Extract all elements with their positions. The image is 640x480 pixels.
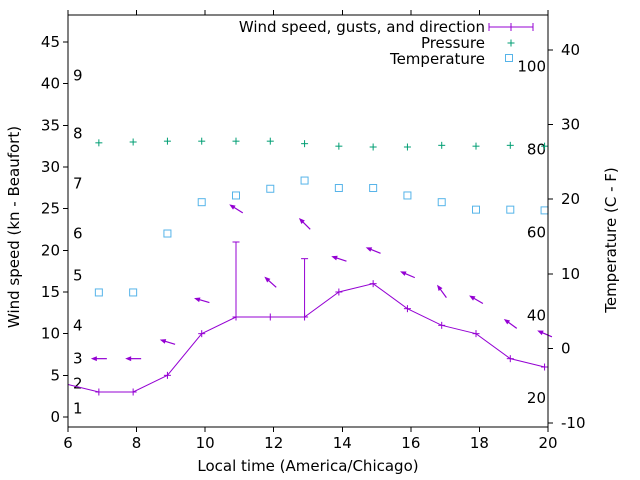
legend: Wind speed, gusts, and direction Pressur…	[239, 19, 485, 67]
beaufort-scale-label: 6	[73, 225, 83, 243]
temperature-point	[300, 176, 309, 185]
y-right-tick-label: 40	[561, 41, 580, 59]
direction-arrow-head	[469, 295, 476, 301]
y-left-tick-label: 25	[41, 200, 60, 218]
fahrenheit-scale-label: 40	[527, 306, 546, 324]
x-axis-label: Local time (America/Chicago)	[197, 457, 419, 475]
direction-arrow-head	[437, 284, 443, 291]
direction-arrow-head	[264, 276, 271, 283]
temperature-point	[403, 191, 412, 200]
direction-arrow-head	[159, 339, 167, 344]
beaufort-scale-label: 5	[73, 266, 83, 284]
x-tick-label: 6	[63, 434, 73, 452]
beaufort-scale-label: 4	[73, 316, 83, 334]
y-right-tick-label: -10	[561, 414, 586, 432]
y-left-tick-label: 35	[41, 116, 60, 134]
direction-arrow-head	[537, 330, 544, 336]
legend-label-pressure: Pressure	[420, 34, 485, 52]
temperature-point	[506, 205, 515, 214]
beaufort-scale-label: 1	[73, 400, 83, 418]
temperature-point	[197, 198, 206, 207]
beaufort-scale-label: 7	[73, 175, 83, 193]
y-left-tick-label: 40	[41, 75, 60, 93]
beaufort-scale-label: 3	[73, 350, 83, 368]
direction-arrow-head	[298, 218, 305, 224]
direction-arrow-head	[503, 318, 511, 325]
y-right-tick-label: 30	[561, 116, 580, 134]
temperature-point	[163, 229, 172, 238]
x-tick-label: 8	[132, 434, 142, 452]
temperature-point	[472, 205, 480, 214]
y-right-tick-label: 0	[561, 339, 571, 357]
x-tick-label: 20	[538, 434, 557, 452]
plot-border	[67, 14, 549, 428]
x-tick-label: 12	[264, 434, 283, 452]
fahrenheit-scale-label: 80	[527, 140, 546, 158]
legend-temperature-marker	[505, 54, 513, 62]
temperature-point	[437, 198, 446, 207]
y-left-tick-label: 20	[41, 241, 60, 259]
direction-arrow-head	[125, 356, 132, 362]
fahrenheit-scale-label: 20	[527, 389, 546, 407]
fahrenheit-scale-label: 60	[527, 223, 546, 241]
temperature-point	[232, 191, 240, 200]
y-left-tick-label: 0	[50, 408, 60, 426]
direction-arrow-head	[90, 356, 97, 362]
y-left-tick-label: 5	[50, 366, 60, 384]
y-right-tick-label: 20	[561, 190, 580, 208]
y-axis-label-wind: Wind speed (kn - Beaufort)	[5, 125, 23, 329]
legend-label-temperature: Temperature	[389, 50, 485, 68]
temperature-point	[266, 184, 275, 193]
direction-arrow-shaft	[301, 220, 311, 230]
direction-arrow-head	[400, 271, 407, 276]
direction-arrow-shaft	[506, 320, 518, 329]
direction-arrow-head	[194, 297, 201, 303]
y-left-tick-label: 45	[41, 33, 60, 51]
y-left-tick-label: 30	[41, 158, 60, 176]
temperature-point	[540, 206, 549, 215]
direction-arrow-head	[331, 255, 338, 261]
y-left-tick-label: 10	[41, 325, 60, 343]
direction-arrow-shaft	[438, 287, 447, 298]
beaufort-scale-label: 2	[73, 375, 83, 393]
x-tick-label: 18	[470, 434, 489, 452]
temperature-point	[334, 184, 343, 193]
legend-label-wind: Wind speed, gusts, and direction	[238, 18, 485, 36]
temperature-point	[94, 288, 103, 297]
fahrenheit-scale-label: 100	[517, 58, 546, 76]
beaufort-scale-label: 8	[73, 125, 83, 143]
y-axis-label-temperature: Temperature (C - F)	[602, 167, 620, 313]
x-tick-label: 16	[401, 434, 420, 452]
x-tick-label: 14	[333, 434, 352, 452]
direction-arrow-head	[229, 204, 236, 210]
y-left-tick-label: 15	[41, 283, 60, 301]
direction-arrow-shaft	[266, 278, 277, 288]
y-right-tick-label: 10	[561, 265, 580, 283]
x-tick-label: 10	[196, 434, 215, 452]
temperature-point	[369, 184, 378, 193]
beaufort-scale-label: 9	[73, 66, 83, 84]
temperature-point	[129, 288, 138, 297]
direction-arrow-head	[365, 247, 373, 252]
